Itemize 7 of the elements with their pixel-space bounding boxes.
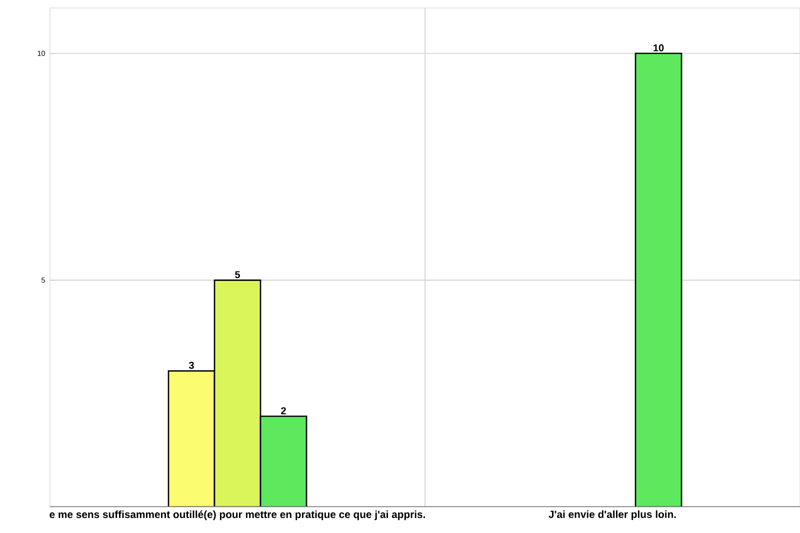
bar [634, 52, 682, 507]
data-label: 10 [654, 44, 664, 52]
x-tick-label: e me sens suffisamment outillé(e) pour mettre en pratique ce que j'ai appris. [50, 510, 425, 520]
data-label: 2 [281, 407, 286, 414]
data-label: 5 [235, 271, 240, 278]
data-label: 3 [188, 362, 194, 369]
x-tick-label: J'ai envie d'aller plus loin. [548, 510, 676, 520]
